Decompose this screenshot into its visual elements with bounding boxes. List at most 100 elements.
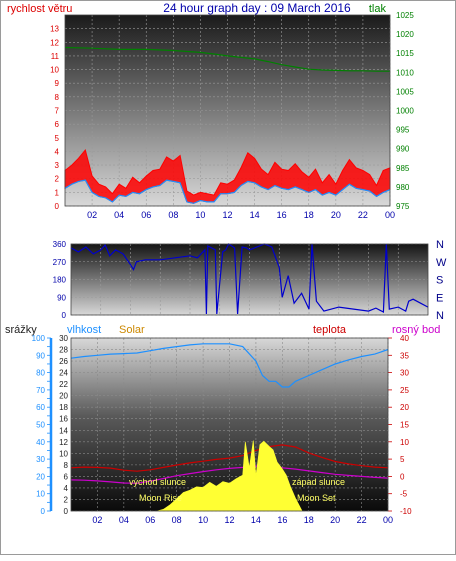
humidity-y-tick-label: 16 <box>59 415 68 424</box>
rain-y-tick-label: 20 <box>36 472 45 481</box>
wind-x-tick-label: 04 <box>114 210 124 220</box>
temp-plot-frame <box>70 337 389 512</box>
direction-plot-frame <box>70 243 429 316</box>
temp-y-tick-label: 25 <box>400 386 409 395</box>
compass-label: N <box>436 239 444 251</box>
humidity-y-tick-label: 20 <box>59 392 68 401</box>
temp-y-tick-label: 20 <box>400 403 409 412</box>
rain-y-tick-label: 30 <box>36 455 45 464</box>
wind-x-tick-label: 08 <box>168 210 178 220</box>
temp-x-tick-label: 16 <box>277 515 287 525</box>
temp-y-tick-label: 5 <box>400 455 405 464</box>
rain-y-tick-label: 0 <box>41 507 46 516</box>
wind-y-tick-label: 6 <box>55 120 60 129</box>
rain-axis-title: srážky <box>5 324 37 336</box>
temp-y-tick-label: 40 <box>400 334 409 343</box>
compass-label: E <box>436 292 443 304</box>
wind-y-tick-label: 13 <box>50 25 59 34</box>
humidity-y-tick-label: 24 <box>59 369 68 378</box>
pressure-axis-title: tlak <box>369 3 387 15</box>
wind-y-tick-label: 4 <box>55 147 60 156</box>
humidity-y-tick-label: 14 <box>59 426 68 435</box>
rain-y-tick-label: 60 <box>36 403 45 412</box>
temp-y-tick-label: 10 <box>400 438 409 447</box>
avg_wind-series-line <box>64 179 391 204</box>
wind-x-tick-label: 10 <box>195 210 205 220</box>
wind-panel-background <box>65 15 390 206</box>
temp-y-tick-label: 30 <box>400 369 409 378</box>
wind-x-tick-label: 14 <box>250 210 260 220</box>
wind-y-tick-label: 5 <box>55 134 60 143</box>
solar-axis-title: Solar <box>119 324 145 336</box>
wind-x-tick-label: 06 <box>141 210 151 220</box>
temp-x-tick-label: 10 <box>198 515 208 525</box>
temp-y-tick-label: -5 <box>400 490 408 499</box>
wind-x-tick-label: 22 <box>358 210 368 220</box>
solar-series-area <box>156 440 303 512</box>
temp-y-tick-label: 15 <box>400 421 409 430</box>
humidity-y-tick-label: 12 <box>59 438 68 447</box>
wind-y-tick-label: 10 <box>50 66 59 75</box>
temp-series <box>70 343 389 512</box>
temp-x-tick-label: 04 <box>119 515 129 525</box>
pressure-y-tick-label: 1000 <box>396 107 414 116</box>
pressure-y-tick-label: 1025 <box>396 11 414 20</box>
temp-axes: 02 04 06 08 10 12 14 16 18 20 22 000246810121416182… <box>32 334 412 525</box>
humidity-y-tick-label: 4 <box>64 484 69 493</box>
rain-y-tick-label: 50 <box>36 421 45 430</box>
temp-x-tick-label: 00 <box>383 515 393 525</box>
wind-y-tick-label: 12 <box>50 38 59 47</box>
wind-x-tick-label: 12 <box>222 210 232 220</box>
direction-series <box>70 243 429 315</box>
direction-y-tick-label: 180 <box>53 276 67 285</box>
sunrise-annotation: východ slunce <box>129 477 186 487</box>
direction-y-tick-label: 270 <box>53 258 67 267</box>
pressure-y-tick-label: 1010 <box>396 68 414 77</box>
pressure-y-tick-label: 1005 <box>396 87 414 96</box>
temp-x-tick-label: 14 <box>251 515 261 525</box>
humidity-y-tick-label: 0 <box>64 507 69 516</box>
wind-x-tick-label: 02 <box>87 210 97 220</box>
direction-y-tick-label: 0 <box>62 311 67 320</box>
temp-x-tick-label: 12 <box>224 515 234 525</box>
humidity-y-tick-label: 2 <box>64 495 69 504</box>
wind-x-tick-label: 20 <box>331 210 341 220</box>
humidity-y-tick-label: 28 <box>59 346 68 355</box>
wind-y-tick-label: 2 <box>55 175 60 184</box>
pressure-series-line <box>64 46 390 72</box>
temp-x-tick-label: 08 <box>172 515 182 525</box>
wind-y-tick-label: 9 <box>55 79 60 88</box>
rain-y-tick-label: 80 <box>36 369 45 378</box>
wind-y-tick-label: 3 <box>55 161 60 170</box>
pressure-y-tick-label: 1015 <box>396 49 414 58</box>
rain-y-tick-label: 40 <box>36 438 45 447</box>
temperature-series-line <box>70 444 389 472</box>
wind-x-tick-label: 18 <box>304 210 314 220</box>
humidity-y-tick-label: 30 <box>59 334 68 343</box>
humidity-axis-title: vlhkost <box>67 324 101 336</box>
rain-y-tick-label: 70 <box>36 386 45 395</box>
compass-label: N <box>436 310 444 322</box>
humidity-y-tick-label: 8 <box>64 461 69 470</box>
pressure-y-tick-label: 975 <box>396 202 410 211</box>
humidity-y-tick-label: 10 <box>59 449 68 458</box>
wind-y-tick-label: 11 <box>51 52 60 61</box>
wind-y-tick-label: 8 <box>55 93 60 102</box>
wind-axes: 02 04 06 08 10 12 14 16 18 20 22 000123456789101112… <box>50 11 414 220</box>
temperature-axis-title: teplota <box>313 324 347 336</box>
compass-label: W <box>436 257 447 269</box>
pressure-y-tick-label: 1020 <box>396 30 414 39</box>
humidity-y-tick-label: 26 <box>59 357 68 366</box>
rain-y-tick-label: 100 <box>32 334 46 343</box>
direction-y-tick-label: 360 <box>53 240 67 249</box>
wind-x-tick-label: 16 <box>277 210 287 220</box>
direction-y-tick-label: 90 <box>57 293 66 302</box>
wind-y-tick-label: 0 <box>55 202 60 211</box>
dewpoint-series-line <box>70 465 389 484</box>
temp-y-tick-label: 35 <box>400 351 409 360</box>
temp-x-tick-label: 20 <box>330 515 340 525</box>
temp-y-tick-label: -10 <box>400 507 412 516</box>
dewpoint-axis-title: rosný bod <box>392 324 440 336</box>
